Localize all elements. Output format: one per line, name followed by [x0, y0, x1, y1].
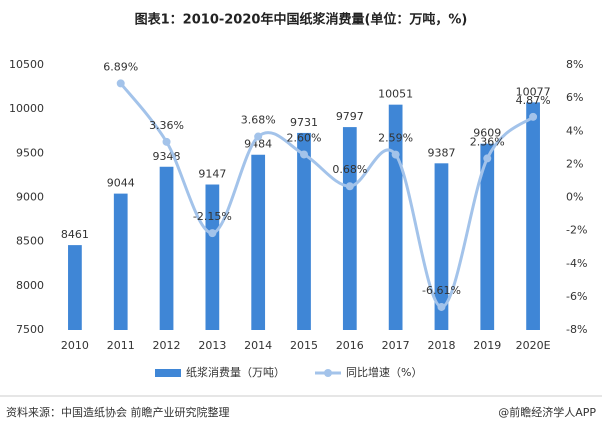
- x-tick-label: 2012: [153, 339, 181, 352]
- bar-label: 9387: [427, 146, 455, 159]
- line-marker: [437, 302, 446, 311]
- credit: @前瞻经济学人APP: [498, 405, 596, 419]
- line-label: 3.36%: [149, 119, 184, 132]
- legend-label: 纸浆消费量（万吨）: [186, 365, 285, 379]
- line-label: 2.60%: [287, 131, 322, 144]
- x-tick-label: 2010: [61, 339, 89, 352]
- bar: [342, 127, 357, 331]
- line-label: 3.68%: [241, 114, 276, 127]
- bar: [434, 163, 449, 330]
- line-marker: [162, 137, 171, 146]
- x-tick-label: 2017: [382, 339, 410, 352]
- x-tick-label: 2016: [336, 339, 364, 352]
- y2-tick-label: 6%: [566, 91, 583, 104]
- bar-label: 9731: [290, 116, 318, 129]
- bar-label: 9609: [473, 127, 501, 140]
- line-marker: [483, 154, 492, 163]
- line-label: -6.61%: [422, 284, 461, 297]
- bar-label: 9147: [198, 168, 226, 181]
- bar: [251, 154, 266, 330]
- x-tick-label: 2019: [473, 339, 501, 352]
- x-tick-label: 2014: [244, 339, 272, 352]
- y-tick-label: 8500: [16, 235, 44, 248]
- line-marker: [254, 132, 263, 141]
- line-marker: [345, 182, 354, 191]
- legend-swatch: [155, 369, 181, 377]
- x-tick-label: 2018: [427, 339, 455, 352]
- line: [119, 82, 535, 309]
- bar: [526, 102, 540, 331]
- line-marker: [116, 79, 125, 88]
- y2-tick-label: -4%: [566, 257, 587, 270]
- line-marker: [208, 229, 217, 238]
- line-marker: [529, 112, 538, 121]
- line-label: 2.36%: [470, 135, 505, 148]
- bar-label: 10077: [516, 85, 551, 98]
- line-marker: [391, 150, 400, 159]
- bar: [297, 132, 311, 330]
- y-tick-label: 9500: [16, 146, 44, 159]
- y2-tick-label: 4%: [566, 124, 583, 137]
- bar: [480, 143, 495, 330]
- legend-swatch: [324, 369, 332, 377]
- bar: [113, 193, 128, 330]
- chart-title: 图表1：2010-2020年中国纸浆消费量(单位：万吨，%): [135, 12, 468, 28]
- bar-label: 9797: [336, 110, 364, 123]
- bar: [159, 166, 174, 330]
- y-tick-label: 9000: [16, 191, 44, 204]
- bar-label: 8461: [61, 228, 89, 241]
- x-tick-label: 2013: [198, 339, 226, 352]
- legend-label: 同比增速（%）: [346, 365, 422, 379]
- line-label: -2.15%: [193, 210, 232, 223]
- y2-tick-label: -6%: [566, 290, 587, 303]
- y2-tick-label: 0%: [566, 191, 583, 204]
- y-tick-label: 7500: [16, 323, 44, 336]
- y-tick-label: 8000: [16, 279, 44, 292]
- line-marker: [300, 150, 308, 159]
- line-label: 6.89%: [103, 60, 138, 73]
- x-tick-label: 2011: [107, 339, 135, 352]
- y-tick-label: 10000: [9, 102, 44, 115]
- bar: [68, 245, 82, 330]
- line-label: 0.68%: [332, 163, 367, 176]
- line-label: 2.59%: [378, 132, 413, 145]
- line-label: 4.87%: [516, 94, 551, 107]
- bar-label: 9044: [107, 177, 135, 190]
- x-tick-label: 2020E: [516, 339, 551, 352]
- source: 资料来源：中国造纸协会 前瞻产业研究院整理: [6, 405, 230, 419]
- y2-tick-label: -8%: [566, 323, 587, 336]
- y2-tick-label: -2%: [566, 224, 587, 237]
- bar-label: 10051: [378, 88, 413, 101]
- x-tick-label: 2015: [290, 339, 318, 352]
- y2-tick-label: 2%: [566, 157, 583, 170]
- y2-tick-label: 8%: [566, 58, 583, 71]
- y-tick-label: 10500: [9, 58, 44, 71]
- bar: [205, 184, 220, 330]
